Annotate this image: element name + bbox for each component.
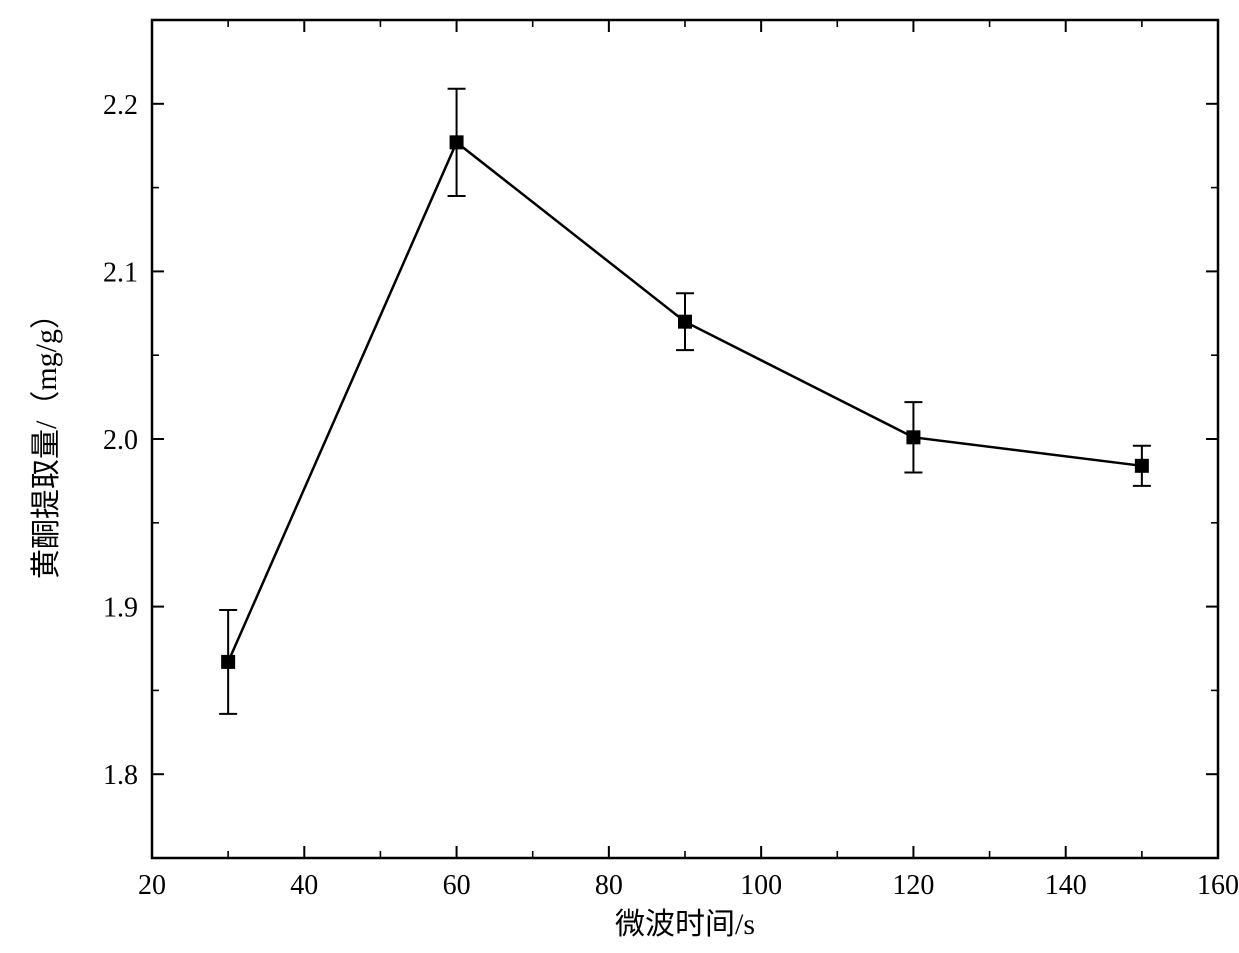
data-marker	[906, 430, 920, 444]
y-tick-label: 1.9	[103, 593, 138, 624]
x-tick-label: 140	[1045, 870, 1087, 901]
y-axis-label: 黄酮提取量/（mg/g）	[30, 299, 63, 579]
x-tick-label: 120	[892, 870, 934, 901]
chart-container: 20 40 60 80 100 120 140 160 1.8 1.9 2.0 2.1 2.2 微波时间/…	[0, 0, 1239, 953]
x-tick-label: 60	[443, 870, 471, 901]
y-tick-label: 2.1	[103, 257, 138, 288]
data-marker	[221, 655, 235, 669]
x-tick-label: 100	[740, 870, 782, 901]
x-tick-label: 40	[290, 870, 318, 901]
x-tick-label: 160	[1197, 870, 1239, 901]
chart-bg	[0, 0, 1239, 953]
x-axis-label: 微波时间/s	[615, 908, 755, 941]
y-tick-label: 2.0	[103, 425, 138, 456]
x-tick-label: 20	[138, 870, 166, 901]
y-tick-label: 1.8	[103, 760, 138, 791]
x-tick-label: 80	[595, 870, 623, 901]
data-marker	[1135, 459, 1149, 473]
data-marker	[450, 135, 464, 149]
data-marker	[678, 315, 692, 329]
y-tick-label: 2.2	[103, 90, 138, 121]
line-chart: 20 40 60 80 100 120 140 160 1.8 1.9 2.0 2.1 2.2 微波时间/…	[0, 0, 1239, 953]
